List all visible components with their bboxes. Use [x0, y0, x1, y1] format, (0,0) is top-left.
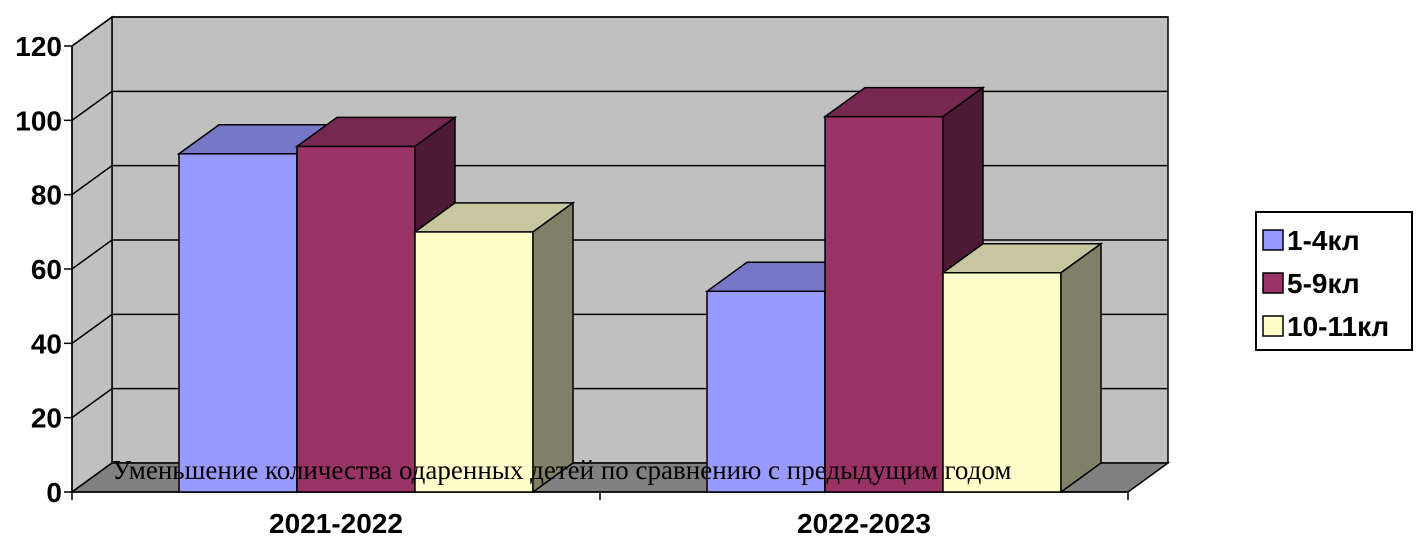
bars	[176, 86, 1104, 494]
x-tick-label: 2022-2023	[797, 508, 931, 537]
y-tick-label: 40	[31, 328, 62, 359]
legend-swatch	[1262, 229, 1284, 251]
annotation-text: Уменьшение количества одаренных детей по…	[112, 455, 1011, 485]
y-tick-label: 20	[31, 403, 62, 434]
bar-front	[414, 231, 534, 493]
y-tick-label: 100	[15, 105, 62, 136]
legend-swatch	[1262, 315, 1284, 337]
legend-label: 1-4кл	[1287, 225, 1360, 256]
bar-10-11кл-2022-2023	[940, 242, 1104, 494]
bar-front	[706, 290, 826, 493]
bar-front	[824, 115, 944, 493]
bar-side	[532, 201, 574, 494]
y-tick-label: 120	[15, 31, 62, 62]
bar-10-11кл-2021-2022	[412, 201, 576, 494]
axis-labels: 2021-2022 2022-2023 0 20 40 60 80 100 120	[15, 31, 931, 537]
gridline	[71, 90, 1168, 121]
legend-label: 5-9кл	[1287, 268, 1360, 299]
bar-front	[178, 153, 298, 493]
bar-front	[296, 145, 416, 493]
y-tick-label: 80	[31, 180, 62, 211]
bar-side	[1060, 242, 1102, 494]
x-tick-label: 2021-2022	[269, 508, 403, 537]
gridline	[71, 164, 1168, 196]
legend-label: 10-11кл	[1287, 311, 1389, 342]
legend: 1-4кл 5-9кл 10-11кл	[1255, 211, 1413, 351]
gridline	[71, 16, 1168, 47]
y-tick-label: 60	[31, 254, 62, 285]
gridline	[71, 239, 1168, 270]
y-tick-label: 0	[46, 477, 62, 508]
bar-front	[942, 271, 1062, 493]
legend-swatch	[1262, 272, 1284, 294]
